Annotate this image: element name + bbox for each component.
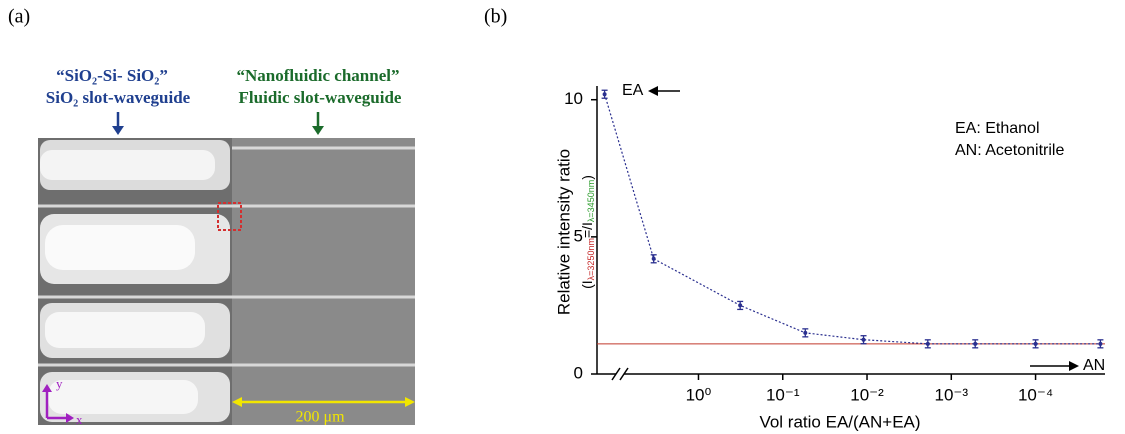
sub-part: λ=3250nm [586, 238, 596, 280]
sub-part: =/I [579, 222, 595, 238]
annotation: EA: Ethanol [955, 120, 1040, 137]
marker [651, 256, 656, 261]
marker [602, 92, 607, 97]
data-point [650, 254, 657, 264]
axis-break [611, 367, 621, 381]
data-point [1032, 339, 1039, 349]
annotation: EA [622, 82, 644, 99]
annotation-arrow [648, 86, 658, 96]
data-point [737, 300, 744, 311]
axis-y-label: y [56, 376, 63, 391]
marker [803, 330, 808, 335]
sub-part: λ=3450nm [586, 180, 596, 222]
panel-label: (a) [8, 6, 30, 28]
data-point [1097, 339, 1104, 349]
waveguide-title: “SiO₂-Si- SiO₂” [56, 66, 168, 85]
axis-break-gap [616, 368, 624, 380]
y-tick-label: 10 [564, 89, 583, 108]
y-axis-subtitle: (Iλ=3250nm=/Iλ=3450nm) [579, 175, 597, 289]
annotation: AN: Acetonitrile [955, 142, 1064, 159]
waveguide-title: SiO₂ slot-waveguide [46, 88, 191, 107]
x-tick-label: 10⁻² [850, 385, 884, 404]
data-line [604, 94, 1101, 345]
marker [1098, 341, 1103, 346]
sub-part: (I [579, 280, 595, 289]
axis-x-label: x [76, 412, 83, 427]
axis-break [619, 367, 629, 381]
y-axis-title: Relative intensity ratio [554, 149, 573, 315]
y-tick-label: 0 [574, 363, 583, 382]
x-tick-label: 10⁻⁴ [1018, 385, 1053, 404]
marker [1033, 341, 1038, 346]
marker [925, 341, 930, 346]
panel-label: (b) [484, 6, 507, 28]
marker [973, 341, 978, 346]
data-point [860, 335, 867, 345]
sub-part: ) [579, 175, 595, 180]
channel-title: Fluidic slot-waveguide [239, 88, 402, 107]
marker [861, 337, 866, 342]
data-point [924, 339, 931, 349]
data-point [802, 328, 809, 338]
data-point [972, 339, 979, 349]
channel-title: “Nanofluidic channel” [237, 66, 400, 85]
sem-image [38, 112, 415, 425]
marker [738, 303, 743, 308]
x-tick-label: 10⁰ [686, 385, 712, 404]
annotation: AN [1083, 357, 1105, 374]
x-axis-title: Vol ratio EA/(AN+EA) [759, 412, 920, 431]
x-tick-label: 10⁻¹ [766, 385, 800, 404]
scale-bar-label: 200 μm [295, 409, 345, 426]
data-point [601, 89, 608, 99]
y-tick-label: 5 [574, 226, 583, 245]
annotation-arrow [1069, 361, 1079, 371]
plot: 0 5 10 10⁰ 10⁻¹ 10⁻² 10⁻³ 10⁻⁴ [564, 86, 1105, 404]
x-tick-label: 10⁻³ [935, 385, 969, 404]
